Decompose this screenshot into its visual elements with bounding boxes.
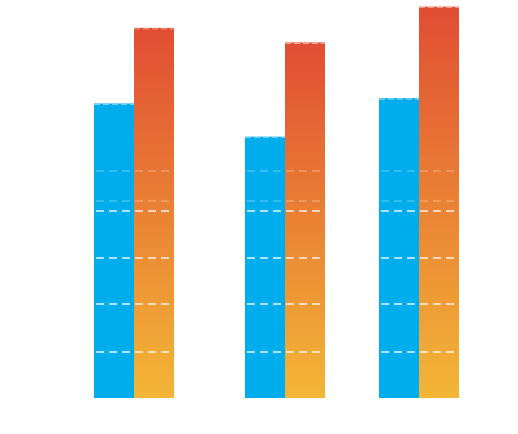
bars-layer	[94, 6, 459, 399]
gridlines-layer	[94, 7, 459, 353]
bar-series-2-group-3	[419, 6, 459, 399]
bar-series-1-group-3	[379, 98, 419, 398]
bar-series-2-group-1	[134, 27, 174, 399]
bar-series-1-group-1	[94, 103, 134, 398]
bar-series-2-group-2	[285, 42, 325, 398]
bar-series-1-group-2	[245, 136, 285, 398]
